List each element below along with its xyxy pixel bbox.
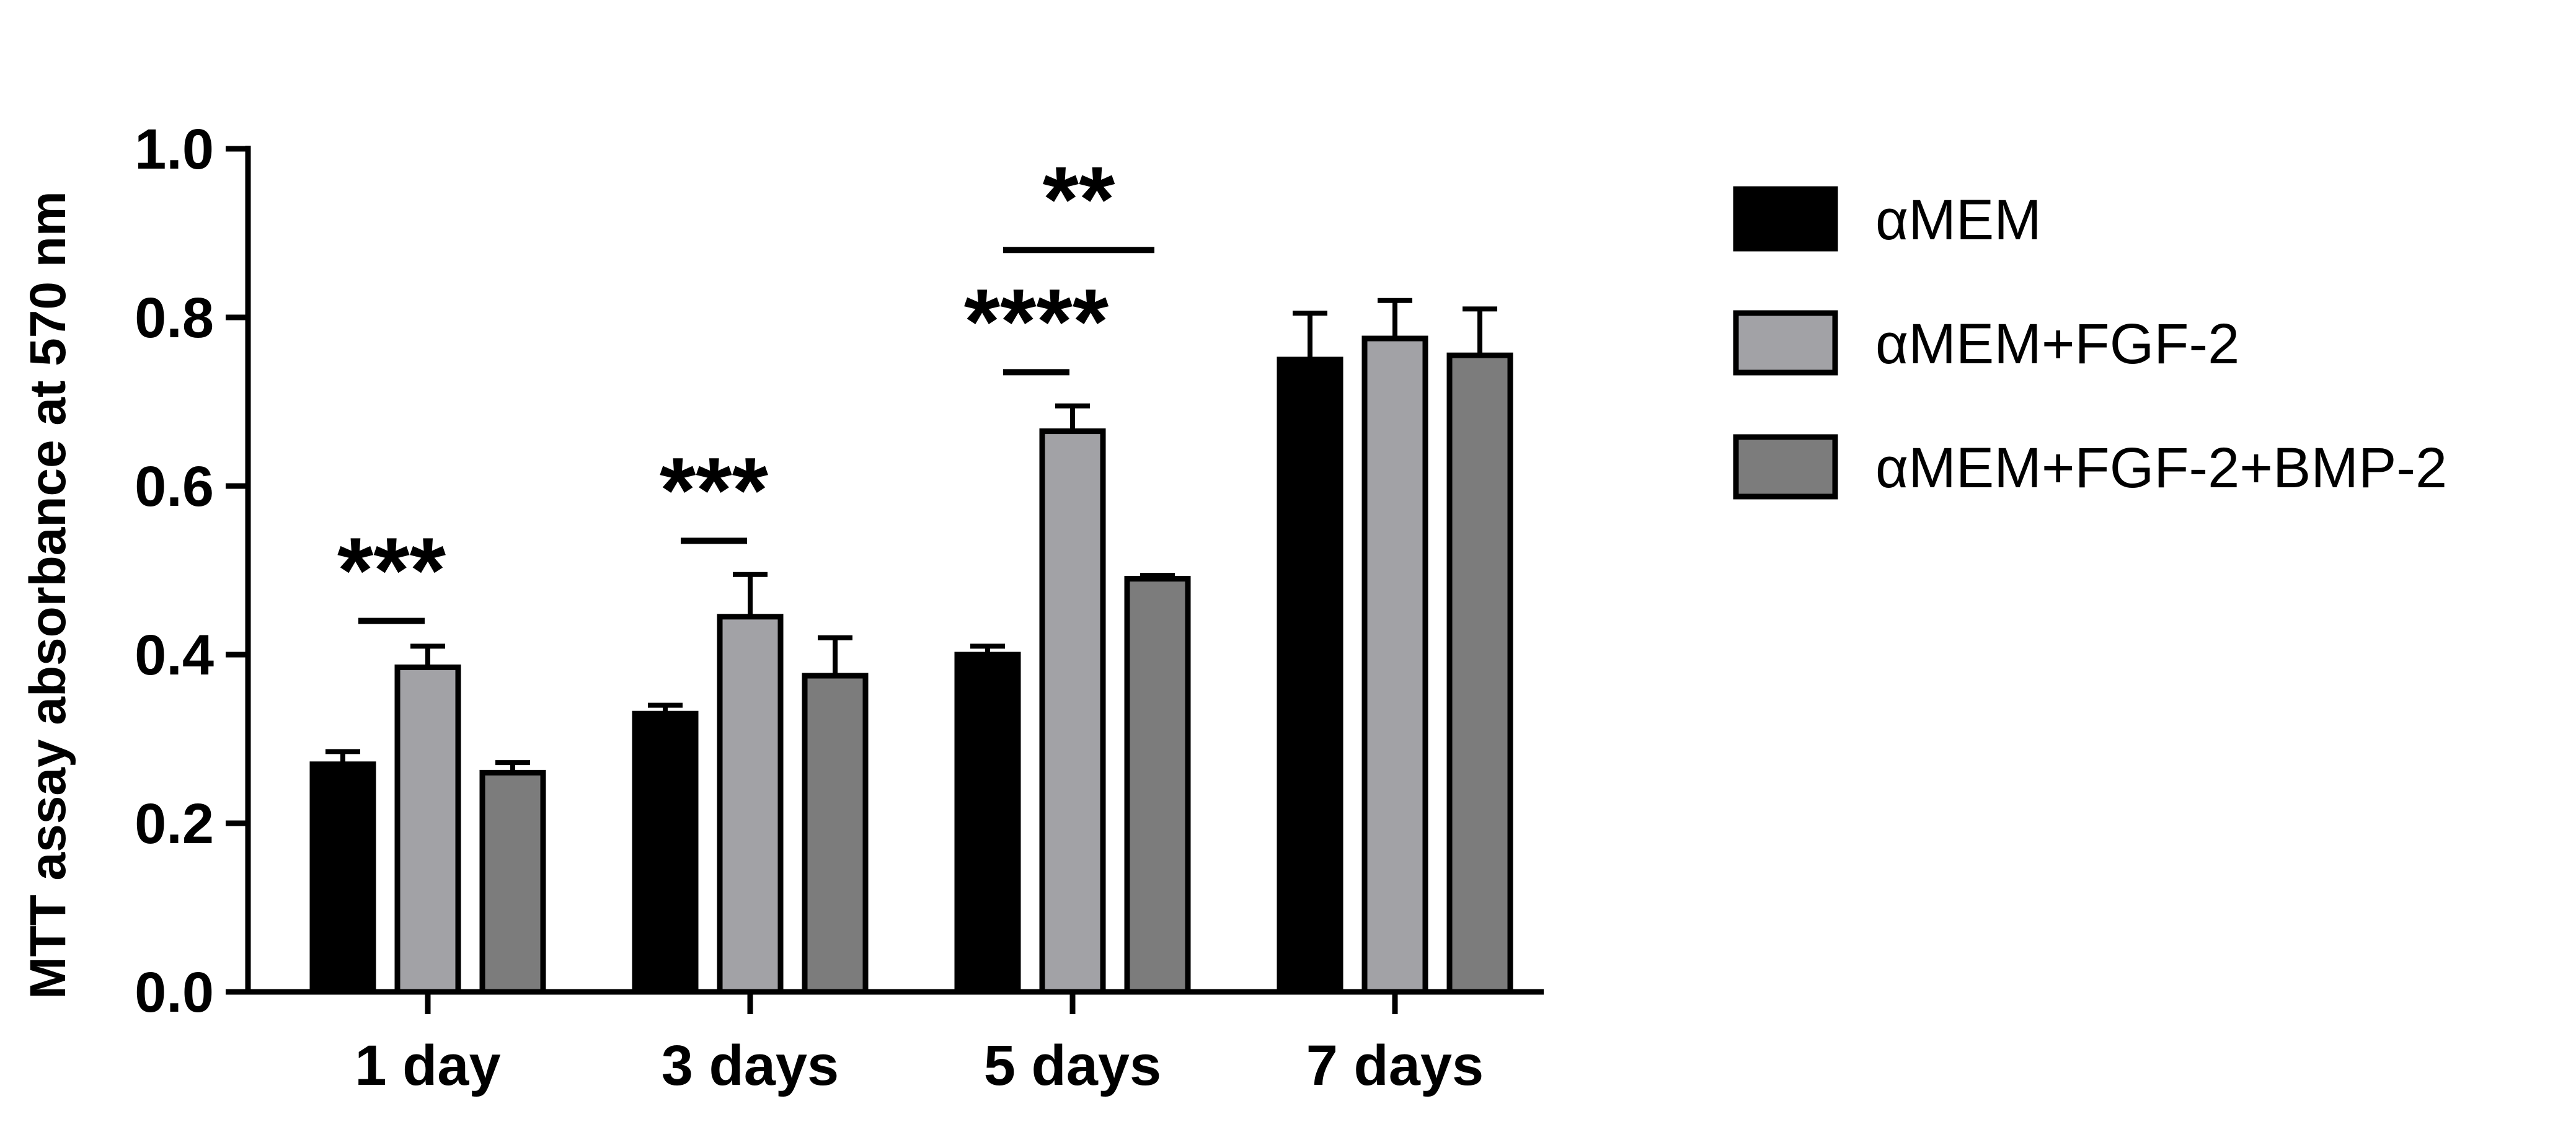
legend-swatch — [1733, 434, 1838, 500]
legend-label: αMEM+FGF-2+BMP-2 — [1875, 436, 2447, 500]
bar-amem-fgf2-bmp2-3 — [1124, 576, 1191, 995]
y-tick-label: 1.0 — [135, 118, 214, 181]
y-tick-label: 0.8 — [135, 286, 214, 350]
x-category-label: 1 day — [355, 1034, 500, 1097]
significance-label: *** — [660, 438, 769, 542]
bar-amem-fgf2-2 — [717, 614, 784, 995]
y-tick-label: 0.2 — [135, 792, 214, 855]
y-tick-label: 0.4 — [135, 624, 214, 687]
x-category-label: 7 days — [1306, 1034, 1484, 1097]
significance-label: ** — [1043, 147, 1115, 251]
legend-swatch — [1733, 186, 1838, 252]
y-tick-label: 0.0 — [135, 961, 214, 1024]
bar-amem-2 — [632, 710, 699, 995]
bar-amem-fgf2-bmp2-4 — [1446, 352, 1513, 995]
bar-amem-4 — [1277, 356, 1343, 995]
bar-amem-fgf2-bmp2-2 — [802, 673, 869, 995]
legend-label: αMEM+FGF-2 — [1875, 312, 2239, 376]
y-tick-label: 0.6 — [135, 455, 214, 518]
bar-amem-fgf2-1 — [394, 664, 461, 995]
bar-amem-fgf2-3 — [1039, 428, 1106, 995]
x-category-label: 5 days — [984, 1034, 1161, 1097]
legend-label: αMEM — [1875, 188, 2042, 252]
y-axis-label: MTT assay absorbance at 570 nm — [20, 191, 76, 999]
bar-amem-fgf2-bmp2-1 — [479, 769, 546, 995]
bar-amem-fgf2-4 — [1361, 335, 1428, 995]
significance-label: **** — [964, 269, 1109, 373]
bar-amem-1 — [309, 761, 376, 995]
significance-label: *** — [337, 518, 446, 622]
x-category-label: 3 days — [662, 1034, 839, 1097]
legend-swatch — [1733, 310, 1838, 376]
bar-amem-3 — [954, 652, 1021, 995]
